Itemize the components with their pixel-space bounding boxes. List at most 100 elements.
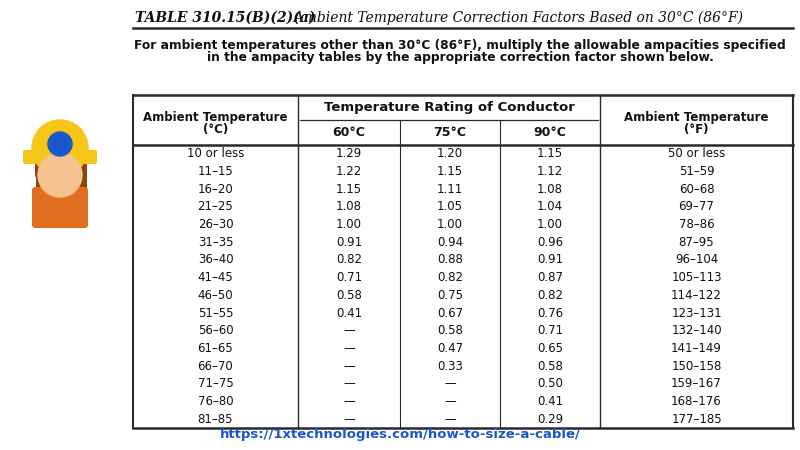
Text: in the ampacity tables by the appropriate correction factor shown below.: in the ampacity tables by the appropriat… bbox=[206, 50, 714, 63]
Text: 1.04: 1.04 bbox=[537, 200, 563, 213]
Text: 51–55: 51–55 bbox=[198, 306, 234, 320]
Text: —: — bbox=[343, 342, 355, 355]
Text: 0.58: 0.58 bbox=[437, 324, 463, 337]
Text: 21–25: 21–25 bbox=[198, 200, 234, 213]
Text: 0.58: 0.58 bbox=[537, 360, 563, 373]
Text: 1.00: 1.00 bbox=[336, 218, 362, 231]
Text: 1.15: 1.15 bbox=[336, 183, 362, 196]
Text: 0.82: 0.82 bbox=[437, 271, 463, 284]
FancyBboxPatch shape bbox=[75, 163, 87, 197]
FancyBboxPatch shape bbox=[23, 150, 97, 164]
Text: —: — bbox=[343, 395, 355, 408]
Text: 10 or less: 10 or less bbox=[187, 147, 244, 160]
FancyBboxPatch shape bbox=[32, 187, 88, 228]
Text: 0.88: 0.88 bbox=[437, 253, 463, 266]
Text: 0.75: 0.75 bbox=[437, 289, 463, 302]
Text: —: — bbox=[343, 377, 355, 390]
Text: 31–35: 31–35 bbox=[198, 236, 234, 249]
Text: —: — bbox=[343, 413, 355, 426]
Text: 50 or less: 50 or less bbox=[668, 147, 725, 160]
Text: 0.91: 0.91 bbox=[336, 236, 362, 249]
Text: Ambient Temperature: Ambient Temperature bbox=[624, 111, 769, 123]
Text: 0.91: 0.91 bbox=[537, 253, 563, 266]
Circle shape bbox=[38, 153, 82, 197]
Text: 1.29: 1.29 bbox=[336, 147, 362, 160]
Text: 96–104: 96–104 bbox=[675, 253, 718, 266]
Text: 105–113: 105–113 bbox=[671, 271, 722, 284]
Text: 1.22: 1.22 bbox=[336, 165, 362, 178]
Text: 46–50: 46–50 bbox=[198, 289, 234, 302]
Text: 16–20: 16–20 bbox=[198, 183, 234, 196]
Text: 159–167: 159–167 bbox=[671, 377, 722, 390]
Text: 11–15: 11–15 bbox=[198, 165, 234, 178]
Text: —: — bbox=[444, 413, 456, 426]
Text: 66–70: 66–70 bbox=[198, 360, 234, 373]
Text: 141–149: 141–149 bbox=[671, 342, 722, 355]
Text: 76–80: 76–80 bbox=[198, 395, 234, 408]
Text: 0.71: 0.71 bbox=[537, 324, 563, 337]
Text: 0.71: 0.71 bbox=[336, 271, 362, 284]
Text: 0.96: 0.96 bbox=[537, 236, 563, 249]
Text: 1.15: 1.15 bbox=[537, 147, 563, 160]
Bar bbox=[0, 100, 140, 300]
Text: 41–45: 41–45 bbox=[198, 271, 234, 284]
Text: 1.05: 1.05 bbox=[437, 200, 463, 213]
FancyBboxPatch shape bbox=[38, 195, 82, 224]
Circle shape bbox=[48, 132, 72, 156]
Text: (°C): (°C) bbox=[203, 122, 228, 135]
Text: Temperature Rating of Conductor: Temperature Rating of Conductor bbox=[323, 101, 574, 114]
FancyBboxPatch shape bbox=[35, 142, 85, 178]
Text: 0.94: 0.94 bbox=[437, 236, 463, 249]
Text: 71–75: 71–75 bbox=[198, 377, 234, 390]
Text: 1.20: 1.20 bbox=[437, 147, 463, 160]
Text: 0.41: 0.41 bbox=[336, 306, 362, 320]
Text: 26–30: 26–30 bbox=[198, 218, 234, 231]
Text: For ambient temperatures other than 30°C (86°F), multiply the allowable ampaciti: For ambient temperatures other than 30°C… bbox=[134, 39, 786, 51]
Text: 1.08: 1.08 bbox=[537, 183, 563, 196]
Text: —: — bbox=[343, 324, 355, 337]
Text: 87–95: 87–95 bbox=[678, 236, 714, 249]
Text: 61–65: 61–65 bbox=[198, 342, 234, 355]
Text: 36–40: 36–40 bbox=[198, 253, 234, 266]
Text: 1.15: 1.15 bbox=[437, 165, 463, 178]
Text: 0.87: 0.87 bbox=[537, 271, 563, 284]
Text: 0.82: 0.82 bbox=[336, 253, 362, 266]
Text: —: — bbox=[444, 377, 456, 390]
Text: 0.33: 0.33 bbox=[437, 360, 463, 373]
Text: 1.00: 1.00 bbox=[437, 218, 463, 231]
Text: 0.29: 0.29 bbox=[537, 413, 563, 426]
Text: 1.12: 1.12 bbox=[537, 165, 563, 178]
Text: 51–59: 51–59 bbox=[678, 165, 714, 178]
Text: https://1xtechnologies.com/how-to-size-a-cable/: https://1xtechnologies.com/how-to-size-a… bbox=[219, 428, 581, 441]
Text: 0.50: 0.50 bbox=[537, 377, 563, 390]
Text: 1.11: 1.11 bbox=[437, 183, 463, 196]
Circle shape bbox=[32, 120, 88, 176]
Text: 60°C: 60°C bbox=[333, 126, 366, 139]
Text: 0.58: 0.58 bbox=[336, 289, 362, 302]
Text: 168–176: 168–176 bbox=[671, 395, 722, 408]
Text: 0.67: 0.67 bbox=[437, 306, 463, 320]
Text: 0.76: 0.76 bbox=[537, 306, 563, 320]
Text: 132–140: 132–140 bbox=[671, 324, 722, 337]
Text: 0.82: 0.82 bbox=[537, 289, 563, 302]
Text: 69–77: 69–77 bbox=[678, 200, 714, 213]
Text: 150–158: 150–158 bbox=[671, 360, 722, 373]
FancyBboxPatch shape bbox=[36, 163, 48, 197]
Text: Ambient Temperature: Ambient Temperature bbox=[143, 111, 288, 123]
Text: Ambient Temperature Correction Factors Based on 30°C (86°F): Ambient Temperature Correction Factors B… bbox=[285, 11, 743, 25]
Text: (°F): (°F) bbox=[684, 122, 709, 135]
Text: 60–68: 60–68 bbox=[678, 183, 714, 196]
Text: 123–131: 123–131 bbox=[671, 306, 722, 320]
Text: 0.41: 0.41 bbox=[537, 395, 563, 408]
Text: 90°C: 90°C bbox=[534, 126, 566, 139]
Text: 1.00: 1.00 bbox=[537, 218, 563, 231]
Text: 114–122: 114–122 bbox=[671, 289, 722, 302]
Text: 177–185: 177–185 bbox=[671, 413, 722, 426]
Text: TABLE 310.15(B)(2)(a): TABLE 310.15(B)(2)(a) bbox=[135, 11, 315, 25]
Text: 0.47: 0.47 bbox=[437, 342, 463, 355]
Text: 0.65: 0.65 bbox=[537, 342, 563, 355]
Text: 1.08: 1.08 bbox=[336, 200, 362, 213]
Text: 56–60: 56–60 bbox=[198, 324, 234, 337]
Text: 75°C: 75°C bbox=[434, 126, 466, 139]
Text: 78–86: 78–86 bbox=[678, 218, 714, 231]
